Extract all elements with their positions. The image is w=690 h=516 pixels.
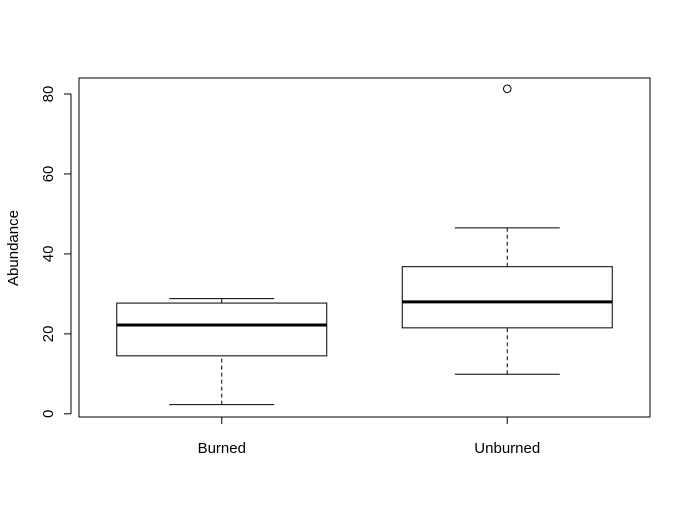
x-axis: Burned Unburned: [198, 417, 540, 457]
y-tick-label: 40: [40, 246, 57, 263]
y-axis: 0 20 40 60 80: [40, 86, 72, 418]
iqr-box: [401, 266, 613, 329]
outlier-point: [502, 84, 512, 94]
iqr-box: [116, 302, 328, 357]
y-axis-label: Abundance: [5, 210, 22, 286]
y-tick-label: 20: [40, 326, 57, 343]
x-tick-label: Unburned: [474, 440, 540, 457]
x-tick-label: Burned: [198, 440, 246, 457]
box-group: [116, 298, 328, 406]
boxes: [116, 84, 613, 406]
y-tick-label: 0: [40, 410, 57, 418]
y-tick-label: 60: [40, 166, 57, 183]
y-tick-label: 80: [40, 86, 57, 103]
plot-frame: [78, 77, 651, 418]
box-group: [401, 84, 613, 375]
